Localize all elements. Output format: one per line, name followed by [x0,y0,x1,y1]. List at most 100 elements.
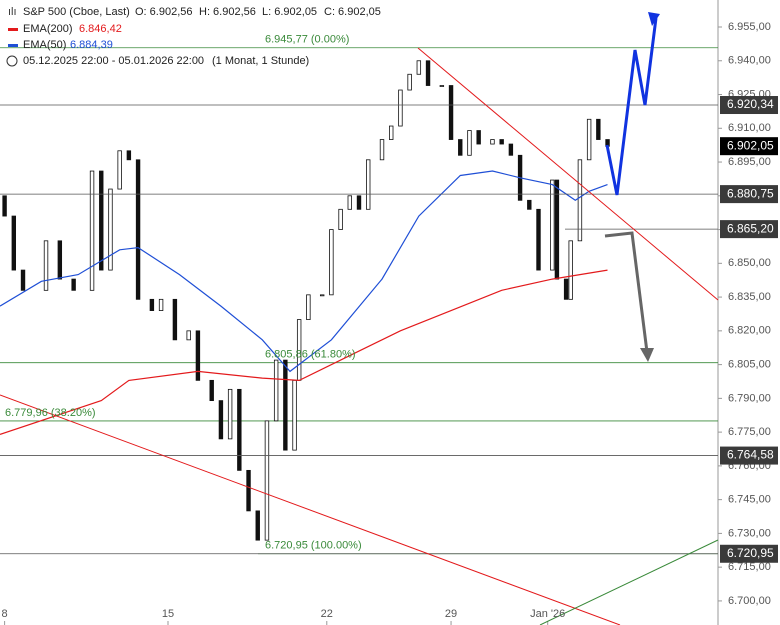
candle [586,118,592,161]
y-tick-label: 6.730,00 [728,527,771,539]
ema-line [0,170,608,373]
candle [195,330,201,381]
price-box-label: 6.764,58 [727,448,774,462]
y-tick-label: 6.850,00 [728,257,771,269]
candle [554,179,560,280]
y-tick-label: 6.715,00 [728,561,771,573]
y-tick-label: 6.805,00 [728,359,771,371]
price-box-label: 6.865,20 [727,221,774,235]
symbol: S&P 500 (Cboe, Last) [23,6,130,18]
candle [338,208,343,230]
ohlc: C: 6.902,05 [324,6,381,18]
candle [172,298,178,341]
candle [407,73,412,91]
candle [563,278,569,300]
candle [273,359,279,422]
candle [389,125,394,140]
candle [43,240,49,291]
y-tick-label: 6.910,00 [728,122,771,134]
candle [11,215,17,271]
price-box [720,96,778,115]
clock-icon [6,55,18,67]
price-box-label: 6.720,95 [727,546,774,560]
legend-swatch [8,28,18,31]
candle [499,139,504,145]
candle [71,278,76,291]
candle [149,298,155,311]
candle [398,89,403,127]
candle [536,208,541,271]
candle [366,159,371,210]
trend-line [417,47,719,301]
price-box [720,185,778,204]
header: ılı S&P 500 (Cboe, Last) O: 6.902,56 H: … [6,6,381,67]
candle [292,379,297,451]
candle [568,240,573,300]
price-box-label: 6.880,75 [727,186,774,200]
y-tick-label: 6.775,00 [728,426,771,438]
candle [186,330,191,341]
fib-label: 6.720,95 (100.00%) [265,540,362,552]
fib-label: 6.779,96 (38.20%) [5,407,96,419]
ema-line [0,269,608,435]
candle [356,195,362,210]
candle [476,130,481,145]
candle [158,298,164,311]
legend-value: 6.884,39 [70,39,113,51]
candle [20,269,26,291]
candle [458,139,463,156]
candle [218,400,224,440]
candle [416,60,422,75]
icon: ılı [8,6,17,18]
arrow-head [648,12,660,26]
ohlc: H: 6.902,56 [199,6,256,18]
candle [135,159,141,300]
candle [379,139,385,161]
y-tick-label: 6.835,00 [728,291,771,303]
date-range: 05.12.2025 22:00 - 05.01.2026 22:00 [23,55,204,67]
arrow-head [640,348,654,362]
axes: 6.700,006.715,006.730,006.745,006.760,00… [2,21,778,620]
candle [246,469,251,512]
plot-area [0,0,722,625]
candle [306,294,311,320]
ohlc: L: 6.902,05 [262,6,317,18]
candle [448,85,454,140]
candle [2,195,7,217]
bear-projection [604,231,649,353]
candle [550,179,555,271]
price-box [720,220,778,239]
candle [99,170,104,271]
x-tick-label: 29 [445,608,457,620]
y-tick-label: 6.820,00 [728,325,771,337]
candle [255,510,260,541]
candle [57,240,63,280]
x-tick-label: Jan '26 [530,608,565,620]
price-box-label: 6.920,34 [727,97,774,111]
candle [89,170,95,291]
candle [126,150,132,161]
candle [527,199,532,210]
price-box [720,446,778,465]
y-tick-label: 6.790,00 [728,392,771,404]
candle [227,388,233,440]
y-tick-label: 6.700,00 [728,595,771,607]
candle [596,118,601,140]
candle [347,195,352,210]
trend-line [0,394,621,625]
fib-label: 6.945,77 (0.00%) [265,34,349,46]
candle [329,229,334,296]
candle [108,188,113,271]
x-tick-label: 22 [321,608,333,620]
candle [577,159,583,242]
bull-projection [605,17,658,196]
trend-line [539,539,719,625]
candle [508,143,514,156]
interval: (1 Monat, 1 Stunde) [212,55,309,67]
candle [264,420,270,541]
price-box-label: 6.902,05 [727,138,774,152]
y-tick-label: 6.940,00 [728,55,771,67]
candle [425,60,431,86]
